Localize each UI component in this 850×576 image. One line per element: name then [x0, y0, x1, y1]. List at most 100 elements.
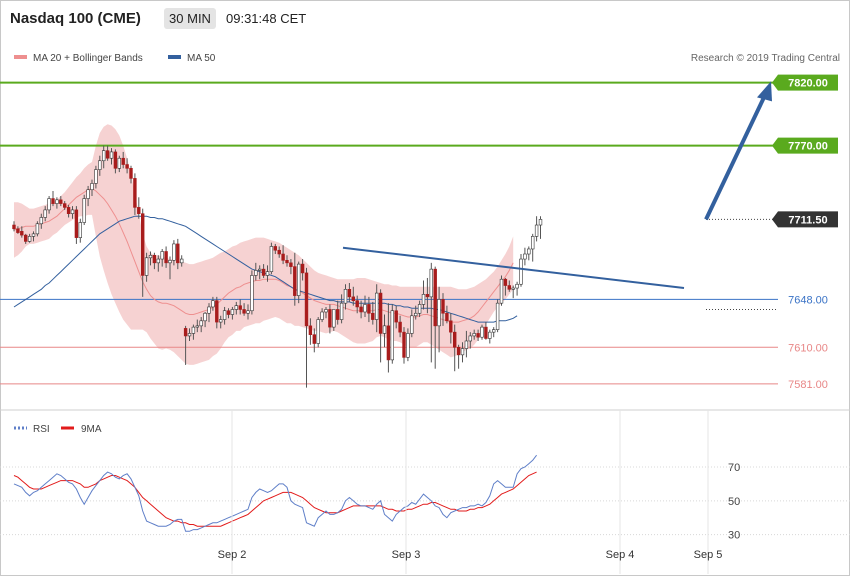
candle-body: [122, 158, 125, 164]
candle-body: [290, 263, 293, 267]
candle-body: [235, 306, 238, 310]
candle-body: [403, 332, 406, 357]
level-label-pointer: [772, 211, 778, 227]
candle-body: [535, 225, 538, 236]
candle-body: [180, 259, 183, 263]
candle-body: [36, 224, 39, 234]
candle-body: [28, 236, 31, 241]
candle-body: [278, 250, 281, 254]
rsi-panel: 30 50 70 RSI 9MA: [0, 424, 850, 542]
candle-body: [336, 309, 339, 319]
candle-body: [153, 255, 156, 263]
candle-body: [24, 235, 27, 241]
candle-body: [539, 219, 542, 225]
candle-body: [364, 304, 367, 312]
candle-body: [488, 332, 491, 338]
candle-body: [219, 320, 222, 323]
candle-body: [368, 304, 371, 313]
candle-body: [407, 333, 410, 357]
level-label: 7770.00: [788, 141, 828, 153]
candle-body: [274, 246, 277, 250]
level-label: 7581.00: [788, 379, 828, 391]
candle-body: [32, 234, 35, 237]
candle-body: [102, 151, 105, 161]
candle-body: [410, 316, 413, 334]
candle-body: [118, 158, 121, 168]
candle-body: [360, 307, 363, 312]
candle-body: [200, 321, 203, 326]
rsi-tick-label: 70: [728, 462, 740, 474]
candle-body: [508, 286, 511, 290]
candle-body: [426, 294, 429, 297]
candle-body: [270, 246, 273, 271]
candle-body: [317, 320, 320, 344]
candle-body: [442, 299, 445, 313]
candle-body: [387, 326, 390, 360]
candle-body: [438, 299, 441, 325]
candle-body: [75, 210, 78, 238]
candle-body: [332, 309, 335, 327]
candle-body: [446, 313, 449, 321]
candle-body: [44, 210, 47, 218]
rsi-tick-label: 30: [728, 530, 740, 542]
candle-body: [531, 236, 534, 249]
candle-body: [48, 199, 51, 210]
candle-body: [321, 312, 324, 320]
projection-arrow-head: [757, 81, 772, 101]
candle-body: [477, 333, 480, 337]
candle-body: [95, 170, 98, 184]
candle-body: [434, 269, 437, 326]
candle-body: [20, 231, 23, 235]
candle-body: [297, 264, 300, 296]
candle-body: [98, 161, 101, 170]
candle-body: [251, 275, 254, 310]
candle-body: [422, 294, 425, 304]
candle-body: [492, 330, 495, 333]
candle-body: [262, 269, 265, 275]
candle-body: [282, 254, 285, 260]
candle-body: [176, 244, 179, 263]
candle-body: [340, 303, 343, 319]
level-label: 7711.50: [788, 214, 827, 226]
rsi-legend: RSI 9MA: [14, 424, 102, 435]
candle-body: [414, 313, 417, 316]
x-tick-label: Sep 2: [218, 549, 247, 561]
candle-body: [59, 200, 62, 204]
candle-body: [375, 293, 378, 319]
level-label: 7648.00: [788, 294, 828, 306]
candle-body: [258, 269, 261, 270]
x-tick-label: Sep 4: [606, 549, 635, 561]
candle-body: [204, 313, 207, 321]
candle-body: [266, 272, 269, 276]
trendline: [343, 248, 684, 288]
level-label-pointer: [772, 138, 778, 154]
candle-body: [91, 183, 94, 189]
candle-body: [227, 311, 230, 315]
candle-body: [500, 279, 503, 303]
candle-body: [56, 200, 59, 204]
candle-body: [313, 335, 316, 344]
x-tick-label: Sep 3: [392, 549, 421, 561]
candle-body: [520, 259, 523, 284]
candle-body: [301, 264, 304, 273]
candle-body: [395, 311, 398, 322]
candle-body: [157, 259, 160, 263]
candle-body: [305, 273, 308, 326]
candle-body: [356, 301, 359, 307]
candle-body: [212, 301, 215, 307]
candle-body: [52, 199, 55, 204]
level-label-pointer: [772, 75, 778, 91]
candle-body: [208, 307, 211, 313]
candle-body: [516, 284, 519, 288]
candle-body: [469, 336, 472, 341]
candle-body: [87, 190, 90, 199]
candle-body: [63, 204, 66, 208]
candle-body: [145, 258, 148, 276]
legend-label-ma20: MA 20 + Bollinger Bands: [33, 53, 143, 64]
legend-label-9ma: 9MA: [81, 424, 102, 435]
candle-body: [465, 341, 468, 349]
candle-body: [344, 289, 347, 303]
rsi-lines-layer: [14, 455, 537, 531]
candle-body: [196, 326, 199, 327]
candle-body: [329, 309, 332, 327]
